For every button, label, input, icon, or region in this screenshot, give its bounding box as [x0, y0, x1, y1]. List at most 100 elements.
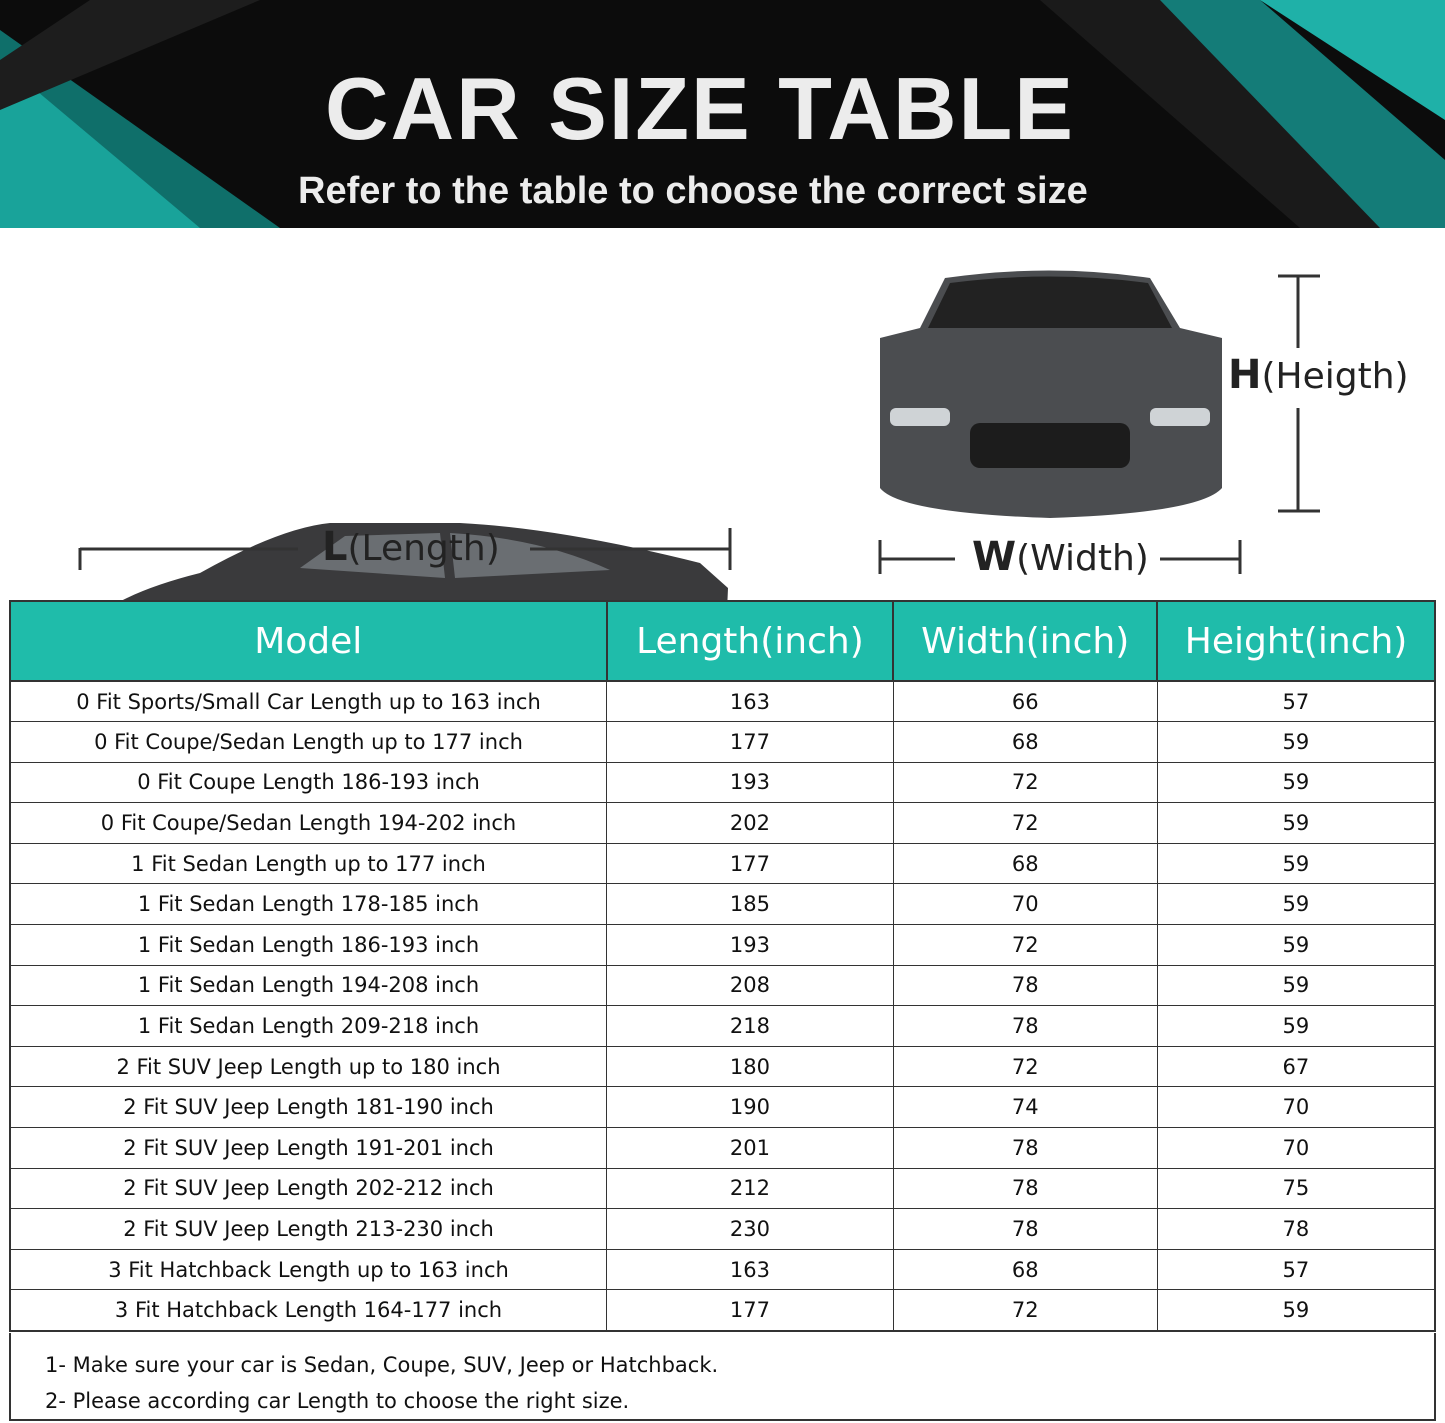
height-cell: 70 — [1156, 1086, 1436, 1129]
height-cell: 59 — [1156, 924, 1436, 966]
length-cell: 190 — [606, 1086, 894, 1129]
length-cell: 201 — [606, 1127, 894, 1169]
table-row: 3 Fit Hatchback Length 164-177 inch 177 72… — [9, 1289, 1436, 1331]
table-row: 0 Fit Coupe/Sedan Length up to 177 inch 1… — [9, 721, 1436, 763]
width-cell: 72 — [892, 1045, 1158, 1088]
model-cell: 0 Fit Coupe/Sedan Length up to 177 inch — [9, 721, 608, 763]
height-cell: 59 — [1156, 761, 1436, 804]
table-header-row: Model Length(inch) Width(inch) Height(in… — [9, 600, 1436, 682]
column-header-length: Length(inch) — [605, 600, 895, 682]
model-cell: 3 Fit Hatchback Length up to 163 inch — [9, 1248, 608, 1291]
height-cell: 78 — [1156, 1208, 1436, 1250]
column-header-height: Height(inch) — [1156, 600, 1436, 682]
width-cell: 74 — [892, 1086, 1158, 1129]
table-row: 0 Fit Sports/Small Car Length up to 163 … — [9, 680, 1436, 723]
column-header-width: Width(inch) — [892, 600, 1159, 682]
table-row: 2 Fit SUV Jeep Length up to 180 inch 180 7… — [9, 1045, 1436, 1088]
length-cell: 163 — [606, 1248, 894, 1291]
page-subtitle: Refer to the table to choose the correct… — [298, 170, 1088, 212]
length-cell: 177 — [606, 1289, 894, 1331]
height-cell: 59 — [1156, 1289, 1436, 1331]
table-row: 1 Fit Sedan Length up to 177 inch 177 68 59 — [9, 842, 1436, 885]
length-cell: 163 — [606, 680, 894, 723]
model-cell: 1 Fit Sedan Length 209-218 inch — [9, 1005, 608, 1047]
model-cell: 0 Fit Sports/Small Car Length up to 163 … — [9, 680, 608, 723]
model-cell: 2 Fit SUV Jeep Length 181-190 inch — [9, 1086, 608, 1129]
length-cell: 177 — [606, 721, 894, 763]
length-cell: 212 — [606, 1167, 894, 1210]
size-table: Model Length(inch) Width(inch) Height(in… — [9, 600, 1436, 1332]
height-cell: 59 — [1156, 721, 1436, 763]
table-row: 2 Fit SUV Jeep Length 202-212 inch 212 78 7… — [9, 1167, 1436, 1210]
banner-decoration — [0, 0, 1445, 228]
table-row: 3 Fit Hatchback Length up to 163 inch 163… — [9, 1248, 1436, 1291]
height-cell: 59 — [1156, 964, 1436, 1007]
model-cell: 0 Fit Coupe/Sedan Length 194-202 inch — [9, 802, 608, 844]
width-cell: 78 — [892, 1208, 1158, 1250]
height-cell: 59 — [1156, 842, 1436, 885]
model-cell: 1 Fit Sedan Length up to 177 inch — [9, 842, 608, 885]
height-label: H(Heigth) — [1228, 352, 1409, 398]
page-title: CAR SIZE TABLE — [325, 59, 1075, 158]
table-row: 1 Fit Sedan Length 194-208 inch 208 78 59 — [9, 964, 1436, 1007]
height-cell: 59 — [1156, 883, 1436, 926]
height-arrow — [1278, 274, 1320, 513]
length-cell: 208 — [606, 964, 894, 1007]
width-cell: 68 — [892, 1248, 1158, 1291]
car-front-image — [880, 270, 1222, 518]
width-cell: 72 — [892, 924, 1158, 966]
note-1: 1- Make sure your car is Sedan, Coupe, S… — [45, 1353, 719, 1377]
length-cell: 230 — [606, 1208, 894, 1250]
model-cell: 2 Fit SUV Jeep Length up to 180 inch — [9, 1045, 608, 1088]
header-banner: CAR SIZE TABLE Refer to the table to cho… — [0, 0, 1445, 228]
model-cell: 1 Fit Sedan Length 186-193 inch — [9, 924, 608, 966]
width-cell: 78 — [892, 1005, 1158, 1047]
table-row: 2 Fit SUV Jeep Length 181-190 inch 190 74 7… — [9, 1086, 1436, 1129]
table-row: 1 Fit Sedan Length 186-193 inch 193 72 59 — [9, 924, 1436, 966]
length-cell: 177 — [606, 842, 894, 885]
width-cell: 66 — [892, 680, 1158, 723]
model-cell: 0 Fit Coupe Length 186-193 inch — [9, 761, 608, 804]
height-cell: 70 — [1156, 1127, 1436, 1169]
car-diagram — [78, 270, 1320, 600]
model-cell: 1 Fit Sedan Length 178-185 inch — [9, 883, 608, 926]
model-cell: 3 Fit Hatchback Length 164-177 inch — [9, 1289, 608, 1331]
width-cell: 78 — [892, 964, 1158, 1007]
width-label: W(Width) — [972, 534, 1149, 580]
height-cell: 75 — [1156, 1167, 1436, 1210]
width-arrow — [878, 540, 1242, 574]
width-cell: 72 — [892, 802, 1158, 844]
table-row: 0 Fit Coupe/Sedan Length 194-202 inch 202… — [9, 802, 1436, 844]
table-row: 2 Fit SUV Jeep Length 191-201 inch 201 78 7… — [9, 1127, 1436, 1169]
height-cell: 59 — [1156, 802, 1436, 844]
width-cell: 68 — [892, 842, 1158, 885]
width-cell: 78 — [892, 1167, 1158, 1210]
model-cell: 1 Fit Sedan Length 194-208 inch — [9, 964, 608, 1007]
length-cell: 185 — [606, 883, 894, 926]
height-cell: 57 — [1156, 1248, 1436, 1291]
width-cell: 68 — [892, 721, 1158, 763]
width-cell: 78 — [892, 1127, 1158, 1169]
length-cell: 202 — [606, 802, 894, 844]
column-header-model: Model — [9, 600, 608, 682]
table-row: 0 Fit Coupe Length 186-193 inch 193 72 59 — [9, 761, 1436, 804]
height-cell: 59 — [1156, 1005, 1436, 1047]
car-side-image — [122, 523, 728, 600]
length-label: L(Length) — [322, 524, 500, 570]
length-cell: 218 — [606, 1005, 894, 1047]
table-row: 1 Fit Sedan Length 209-218 inch 218 78 59 — [9, 1005, 1436, 1047]
width-cell: 72 — [892, 761, 1158, 804]
model-cell: 2 Fit SUV Jeep Length 213-230 inch — [9, 1208, 608, 1250]
length-arrow — [78, 528, 732, 570]
length-cell: 193 — [606, 924, 894, 966]
model-cell: 2 Fit SUV Jeep Length 191-201 inch — [9, 1127, 608, 1169]
table-row: 1 Fit Sedan Length 178-185 inch 185 70 59 — [9, 883, 1436, 926]
length-cell: 180 — [606, 1045, 894, 1088]
height-cell: 57 — [1156, 680, 1436, 723]
note-2: 2- Please according car Length to choose… — [45, 1389, 630, 1413]
table-row: 2 Fit SUV Jeep Length 213-230 inch 230 78 7… — [9, 1208, 1436, 1250]
width-cell: 72 — [892, 1289, 1158, 1331]
model-cell: 2 Fit SUV Jeep Length 202-212 inch — [9, 1167, 608, 1210]
notes-box: 1- Make sure your car is Sedan, Coupe, S… — [9, 1333, 1436, 1421]
height-cell: 67 — [1156, 1045, 1436, 1088]
